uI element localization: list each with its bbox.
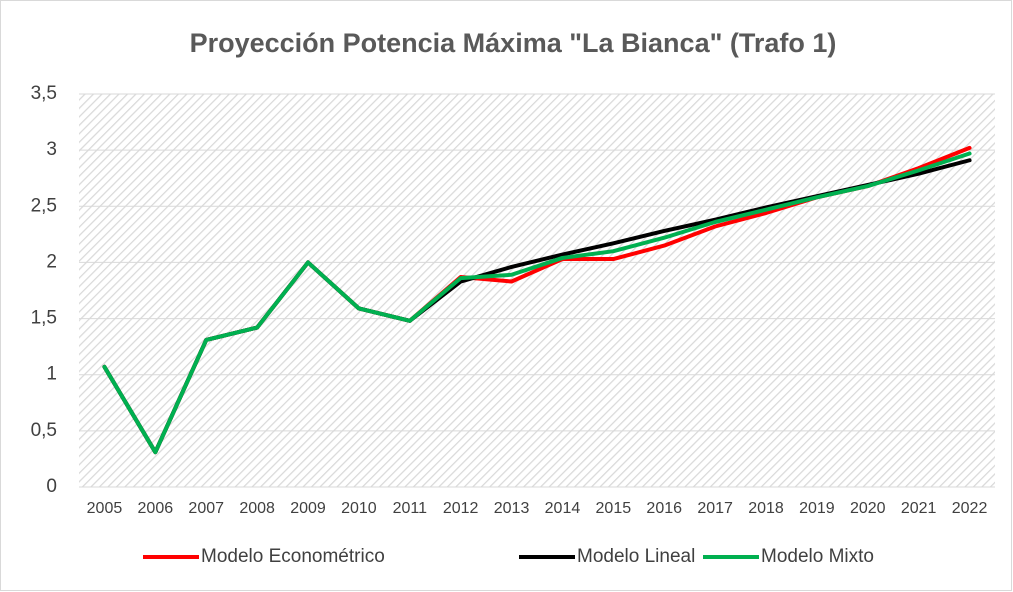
x-tick-label: 2019: [799, 500, 835, 517]
y-tick-label: 2: [46, 251, 57, 272]
x-tick-label: 2022: [952, 500, 988, 517]
chart-title: Proyección Potencia Máxima "La Bianca" (…: [190, 28, 837, 58]
x-tick-label: 2013: [494, 500, 530, 517]
y-tick-label: 3,5: [31, 83, 57, 104]
x-tick-label: 2021: [901, 500, 937, 517]
y-tick-label: 3: [46, 139, 57, 160]
y-tick-label: 0: [46, 476, 57, 497]
x-tick-label: 2009: [290, 500, 326, 517]
series-line: [102, 151, 972, 455]
legend-label: Modelo Lineal: [577, 546, 695, 567]
x-tick-label: 2017: [697, 500, 733, 517]
y-tick-label: 2,5: [31, 195, 57, 216]
x-tick-label: 2007: [188, 500, 224, 517]
y-tick-label: 1: [46, 364, 57, 385]
y-tick-label: 0,5: [31, 420, 57, 441]
x-tick-label: 2018: [748, 500, 784, 517]
legend-label: Modelo Econométrico: [201, 546, 385, 567]
x-tick-label: 2006: [138, 500, 174, 517]
x-tick-label: 2008: [239, 500, 275, 517]
x-tick-label: 2014: [545, 500, 581, 517]
legend-label: Modelo Mixto: [761, 546, 874, 567]
x-tick-label: 2012: [443, 500, 479, 517]
y-tick-label: 1,5: [31, 308, 57, 329]
x-tick-label: 2005: [87, 500, 123, 517]
x-tick-label: 2011: [393, 500, 428, 517]
x-tick-label: 2010: [341, 500, 377, 517]
plot-area: [79, 94, 995, 487]
x-tick-label: 2016: [646, 500, 682, 517]
x-tick-label: 2015: [596, 500, 632, 517]
x-tick-label: 2020: [850, 500, 886, 517]
